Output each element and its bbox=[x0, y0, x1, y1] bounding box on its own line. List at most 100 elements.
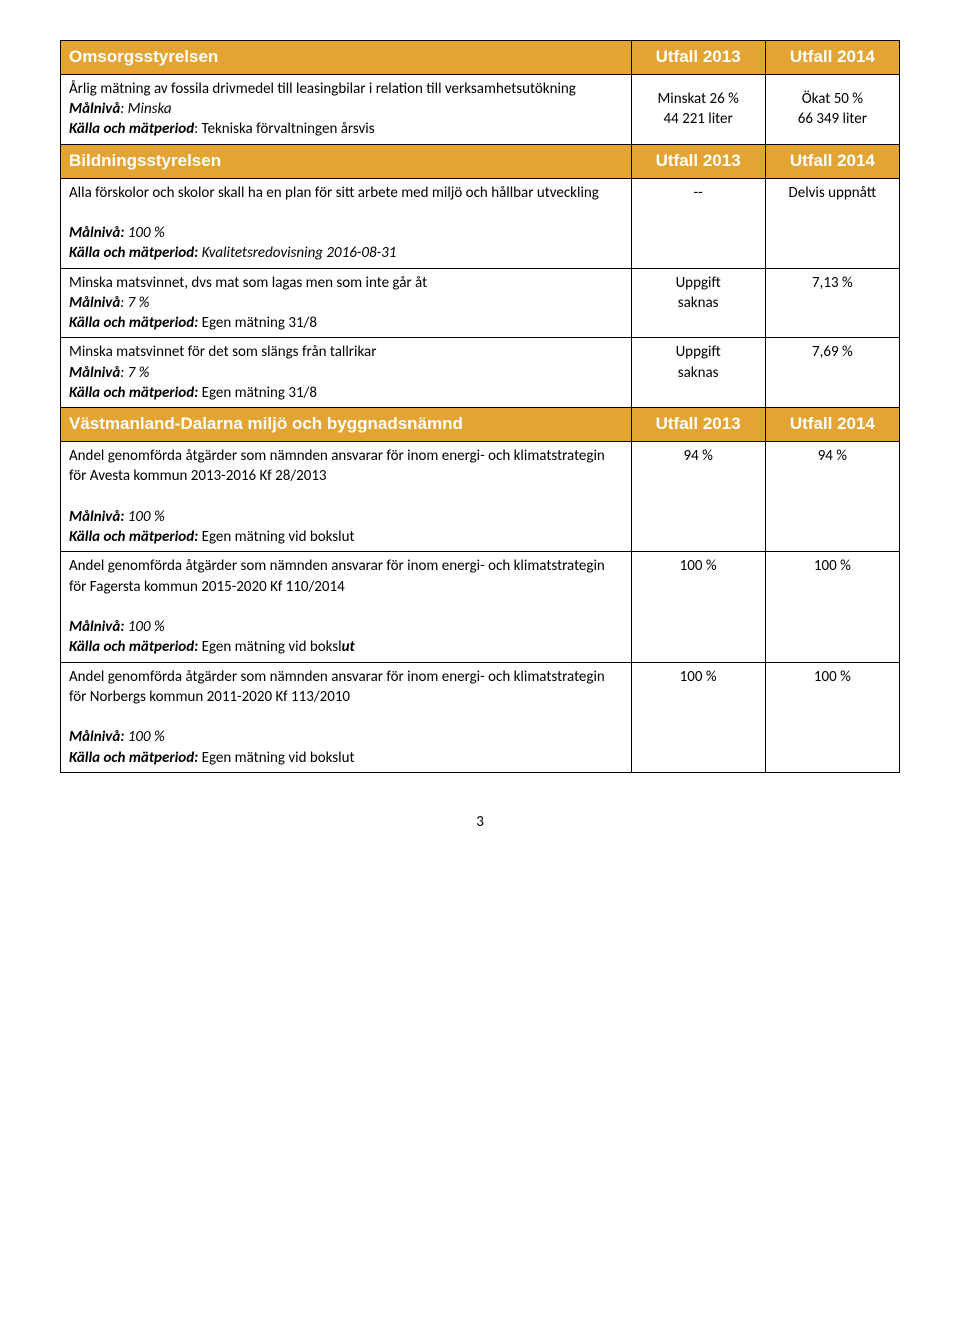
value-2014-line1: 7,69 % bbox=[774, 342, 891, 362]
value-2013-line1: Minskat 26 % bbox=[640, 89, 757, 109]
malniva-line: Målnivå: Minska bbox=[69, 99, 623, 119]
value-2013-line2: saknas bbox=[640, 363, 757, 383]
value-2014-line1: Ökat 50 % bbox=[774, 89, 891, 109]
malniva-line: Målnivå: 7 % bbox=[69, 293, 623, 313]
malniva-value: 100 % bbox=[124, 224, 164, 242]
value-2013-line1: -- bbox=[640, 183, 757, 203]
kalla-label: Källa och mätperiod bbox=[69, 120, 194, 138]
malniva-value: : 7 % bbox=[120, 364, 149, 382]
kalla-line: Källa och mätperiod: Egen mätning 31/8 bbox=[69, 383, 623, 403]
malniva-label: Målnivå: bbox=[69, 508, 124, 526]
malniva-label: Målnivå: bbox=[69, 224, 124, 242]
value-2013: 100 % bbox=[631, 552, 765, 662]
page-number: 3 bbox=[60, 813, 900, 831]
value-2013-line2: 44 221 liter bbox=[640, 109, 757, 129]
value-2014: Delvis uppnått bbox=[765, 178, 899, 268]
col-header-1: Utfall 2013 bbox=[631, 41, 765, 75]
value-2013-line1: 100 % bbox=[640, 667, 757, 687]
section-title: Bildningsstyrelsen bbox=[61, 144, 632, 178]
kalla-value: Egen mätning vid bokslut bbox=[198, 528, 354, 546]
malniva-label: Målnivå bbox=[69, 294, 120, 312]
row-text: Andel genomförda åtgärder som nämnden an… bbox=[69, 667, 623, 708]
kalla-label: Källa och mätperiod: bbox=[69, 528, 198, 546]
row-description-cell: Andel genomförda åtgärder som nämnden an… bbox=[61, 442, 632, 552]
kalla-line: Källa och mätperiod: Egen mätning vid bo… bbox=[69, 748, 623, 768]
table-row: Minska matsvinnet, dvs mat som lagas men… bbox=[61, 268, 900, 338]
row-text: Minska matsvinnet för det som slängs frå… bbox=[69, 342, 623, 362]
malniva-line: Målnivå: 100 % bbox=[69, 507, 623, 527]
row-description-cell: Andel genomförda åtgärder som nämnden an… bbox=[61, 552, 632, 662]
malniva-value: : Minska bbox=[120, 100, 171, 118]
kalla-value: Egen mätning vid boksl bbox=[198, 638, 341, 656]
row-description-cell: Minska matsvinnet för det som slängs frå… bbox=[61, 338, 632, 408]
malniva-label: Målnivå: bbox=[69, 728, 124, 746]
value-2013: Minskat 26 %44 221 liter bbox=[631, 74, 765, 144]
value-2013-line1: 94 % bbox=[640, 446, 757, 466]
malniva-value: 100 % bbox=[124, 618, 164, 636]
kalla-label: Källa och mätperiod: bbox=[69, 638, 198, 656]
value-2014-line1: 100 % bbox=[774, 667, 891, 687]
col-header-1: Utfall 2013 bbox=[631, 408, 765, 442]
kalla-label: Källa och mätperiod: bbox=[69, 314, 198, 332]
value-2014: 94 % bbox=[765, 442, 899, 552]
section-header: OmsorgsstyrelsenUtfall 2013Utfall 2014 bbox=[61, 41, 900, 75]
kalla-value: Egen mätning vid bokslut bbox=[198, 749, 354, 767]
malniva-value: : 7 % bbox=[120, 294, 149, 312]
malniva-line: Målnivå: 100 % bbox=[69, 727, 623, 747]
value-2014-line1: 100 % bbox=[774, 556, 891, 576]
section-title: Västmanland-Dalarna miljö och byggnadsnä… bbox=[61, 408, 632, 442]
spacer bbox=[69, 487, 623, 507]
value-2014-line2: 66 349 liter bbox=[774, 109, 891, 129]
value-2014-line1: 94 % bbox=[774, 446, 891, 466]
kalla-value: Egen mätning 31/8 bbox=[198, 314, 317, 332]
row-text: Alla förskolor och skolor skall ha en pl… bbox=[69, 183, 623, 203]
value-2014: 100 % bbox=[765, 662, 899, 772]
table-row: Minska matsvinnet för det som slängs frå… bbox=[61, 338, 900, 408]
malniva-label: Målnivå bbox=[69, 364, 120, 382]
row-description-cell: Årlig mätning av fossila drivmedel till … bbox=[61, 74, 632, 144]
kalla-label: Källa och mätperiod: bbox=[69, 749, 198, 767]
kalla-line: Källa och mätperiod: Kvalitetsredovisnin… bbox=[69, 243, 623, 263]
table-row: Alla förskolor och skolor skall ha en pl… bbox=[61, 178, 900, 268]
section-title: Omsorgsstyrelsen bbox=[61, 41, 632, 75]
value-2013: Uppgiftsaknas bbox=[631, 338, 765, 408]
value-2014: Ökat 50 %66 349 liter bbox=[765, 74, 899, 144]
kalla-line: Källa och mätperiod: Egen mätning 31/8 bbox=[69, 313, 623, 333]
value-2014: 7,13 % bbox=[765, 268, 899, 338]
kalla-value: Kvalitetsredovisning 2016-08-31 bbox=[198, 244, 396, 262]
malniva-label: Målnivå bbox=[69, 100, 120, 118]
kalla-value: Egen mätning 31/8 bbox=[198, 384, 317, 402]
malniva-line: Målnivå: 100 % bbox=[69, 617, 623, 637]
row-text: Årlig mätning av fossila drivmedel till … bbox=[69, 79, 623, 99]
row-text: Andel genomförda åtgärder som nämnden an… bbox=[69, 446, 623, 487]
malniva-label: Målnivå: bbox=[69, 618, 124, 636]
value-2014: 7,69 % bbox=[765, 338, 899, 408]
malniva-value: 100 % bbox=[124, 508, 164, 526]
document-table: OmsorgsstyrelsenUtfall 2013Utfall 2014År… bbox=[60, 40, 900, 773]
row-description-cell: Alla förskolor och skolor skall ha en pl… bbox=[61, 178, 632, 268]
section-header: BildningsstyrelsenUtfall 2013Utfall 2014 bbox=[61, 144, 900, 178]
value-2014-line1: Delvis uppnått bbox=[774, 183, 891, 203]
kalla-line: Källa och mätperiod: Egen mätning vid bo… bbox=[69, 527, 623, 547]
table-row: Andel genomförda åtgärder som nämnden an… bbox=[61, 442, 900, 552]
kalla-label: Källa och mätperiod: bbox=[69, 384, 198, 402]
value-2014-line1: 7,13 % bbox=[774, 273, 891, 293]
spacer bbox=[69, 597, 623, 617]
value-2013: 100 % bbox=[631, 662, 765, 772]
kalla-tail: ut bbox=[342, 638, 355, 656]
col-header-1: Utfall 2013 bbox=[631, 144, 765, 178]
spacer bbox=[69, 707, 623, 727]
kalla-label: Källa och mätperiod: bbox=[69, 244, 198, 262]
value-2013-line2: saknas bbox=[640, 293, 757, 313]
col-header-2: Utfall 2014 bbox=[765, 41, 899, 75]
spacer bbox=[69, 203, 623, 223]
kalla-line: Källa och mätperiod: Tekniska förvaltnin… bbox=[69, 119, 623, 139]
value-2013-line1: Uppgift bbox=[640, 273, 757, 293]
malniva-line: Målnivå: 100 % bbox=[69, 223, 623, 243]
table-row: Årlig mätning av fossila drivmedel till … bbox=[61, 74, 900, 144]
value-2013: -- bbox=[631, 178, 765, 268]
value-2014: 100 % bbox=[765, 552, 899, 662]
value-2013-line1: Uppgift bbox=[640, 342, 757, 362]
table-row: Andel genomförda åtgärder som nämnden an… bbox=[61, 552, 900, 662]
row-description-cell: Minska matsvinnet, dvs mat som lagas men… bbox=[61, 268, 632, 338]
